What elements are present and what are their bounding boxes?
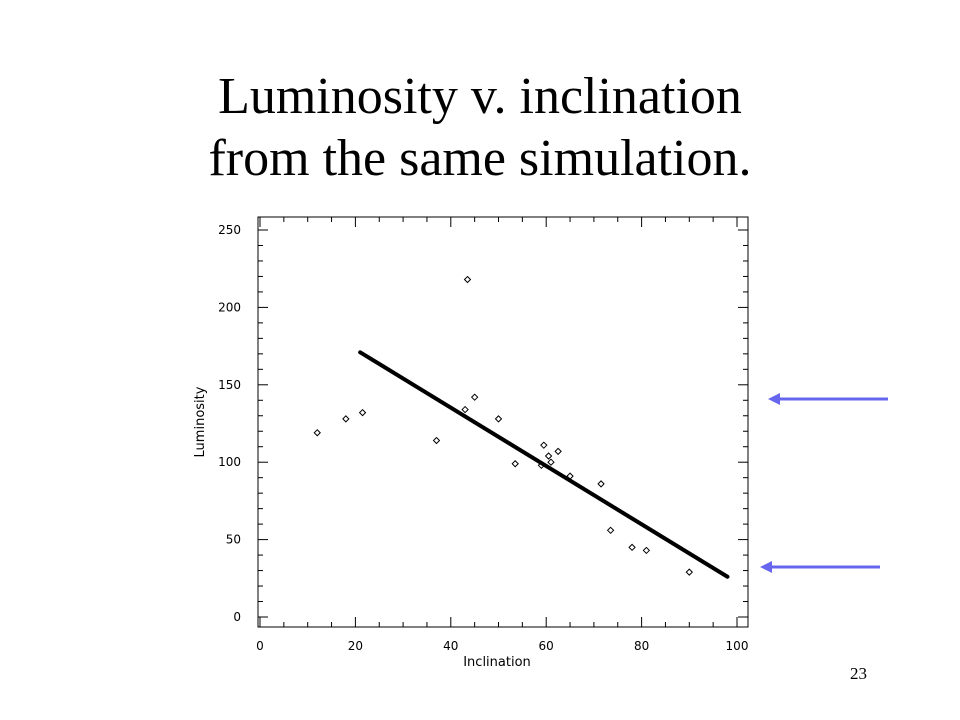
x-tick-label: 60 xyxy=(539,639,554,653)
data-point xyxy=(432,436,441,445)
slide-title: Luminosity v. inclination from the same … xyxy=(0,66,960,190)
data-point xyxy=(597,480,605,488)
annotation-arrow xyxy=(768,393,888,405)
x-tick-label: 20 xyxy=(348,639,363,653)
annotation-arrow xyxy=(760,561,880,573)
plot-frame xyxy=(257,216,749,628)
y-axis-label: Luminosity xyxy=(193,386,208,457)
data-point xyxy=(606,526,615,535)
data-point xyxy=(511,460,519,468)
data-point xyxy=(540,441,548,449)
page-number: 23 xyxy=(850,664,867,683)
y-tick-label: 250 xyxy=(218,223,241,237)
data-point xyxy=(547,458,555,466)
axis-tick-labels: 0 20 40 60 80 100 0 50 100 150 200 250 xyxy=(218,223,748,653)
arrow-head xyxy=(768,393,780,405)
data-point xyxy=(628,543,636,552)
data-point xyxy=(544,452,553,460)
y-tick-label: 150 xyxy=(218,378,241,392)
title-line-1: Luminosity v. inclination xyxy=(218,68,742,125)
title-line-2: from the same simulation. xyxy=(208,130,752,187)
data-point xyxy=(642,546,651,555)
data-points xyxy=(313,275,694,576)
data-point xyxy=(358,408,367,417)
data-point xyxy=(554,447,562,456)
x-tick-label: 0 xyxy=(256,639,264,653)
axis-ticks xyxy=(258,217,748,627)
y-tick-label: 0 xyxy=(233,610,241,624)
annotation-arrows xyxy=(760,393,888,573)
arrow-head xyxy=(760,561,772,573)
y-tick-label: 50 xyxy=(226,533,241,547)
x-tick-label: 40 xyxy=(443,639,458,653)
data-point xyxy=(461,405,469,414)
y-tick-label: 200 xyxy=(218,300,241,314)
data-point xyxy=(342,415,350,423)
data-point xyxy=(470,393,479,401)
x-tick-label: 80 xyxy=(634,639,649,653)
data-point xyxy=(494,415,503,423)
data-point xyxy=(313,429,321,437)
data-point xyxy=(463,275,472,284)
data-point xyxy=(685,568,694,576)
fit-line xyxy=(358,350,730,579)
x-axis-label: Inclination xyxy=(463,655,531,670)
x-tick-label: 100 xyxy=(726,639,749,653)
y-tick-label: 100 xyxy=(218,455,241,469)
